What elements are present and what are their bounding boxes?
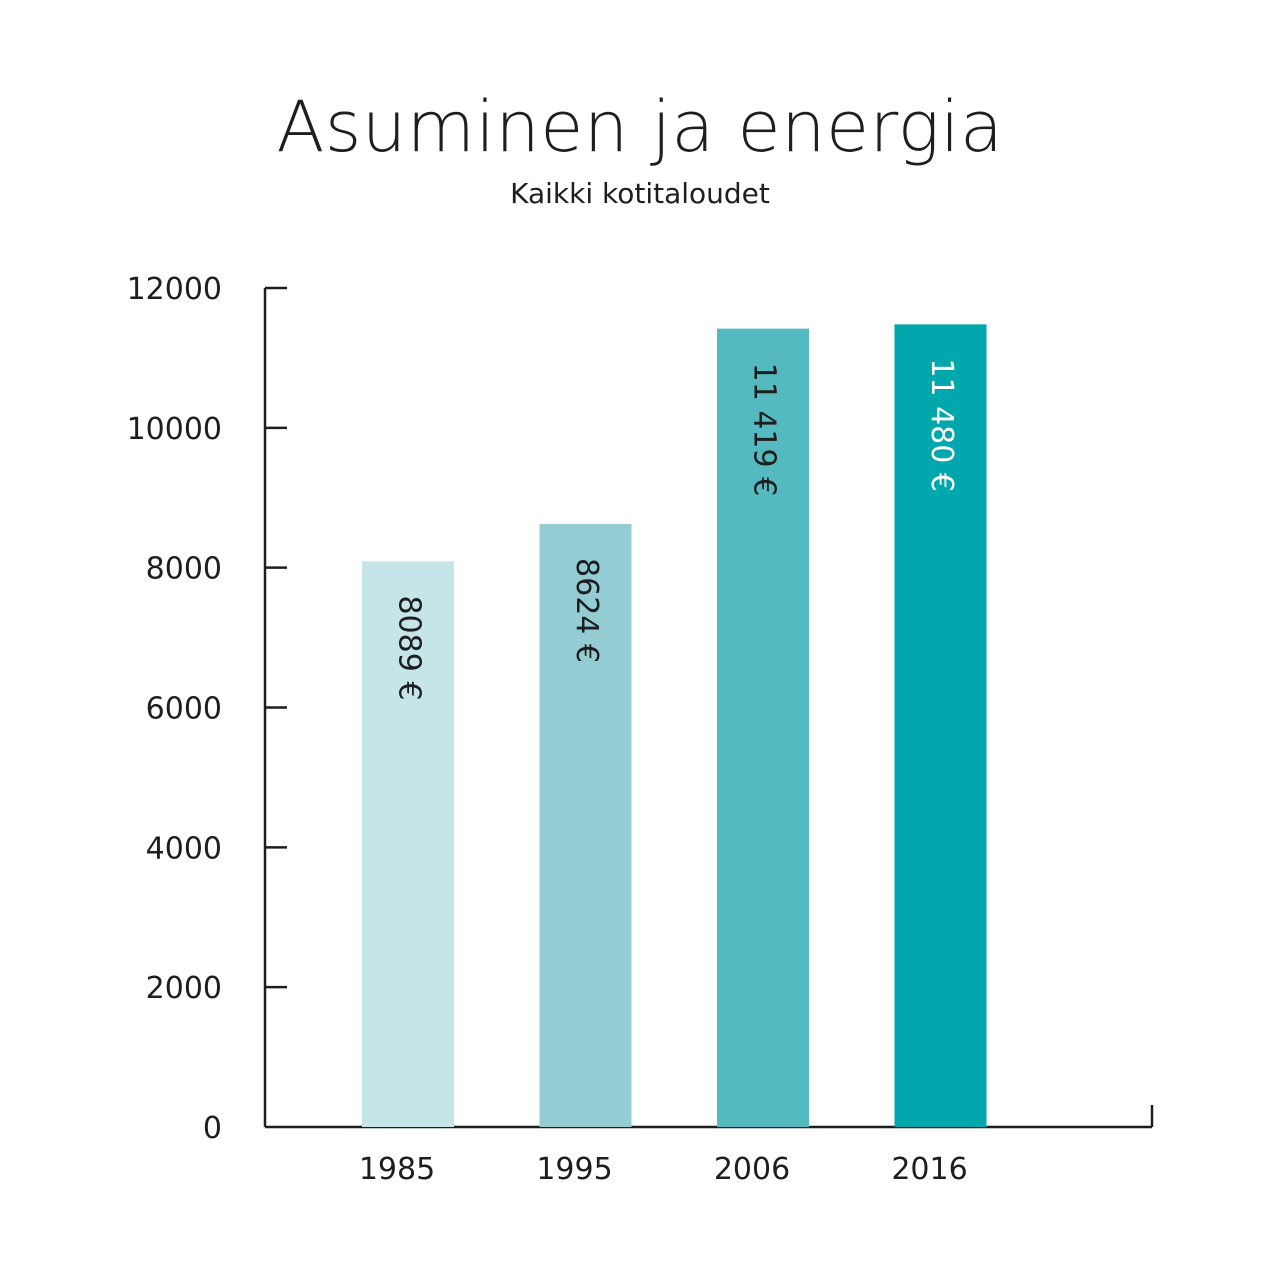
chart-subtitle: Kaikki kotitaloudet xyxy=(510,177,770,210)
y-tick-label: 10000 xyxy=(127,412,222,447)
y-tick-label: 2000 xyxy=(146,971,222,1006)
y-ticks: 0 2000 4000 6000 8000 10000 12000 xyxy=(127,272,287,1146)
data-label-1995: 8624 € xyxy=(569,558,604,663)
y-tick-label: 8000 xyxy=(146,552,222,587)
y-tick-label: 12000 xyxy=(127,272,222,307)
x-category-label: 2006 xyxy=(714,1152,790,1187)
bar-2016 xyxy=(894,324,987,1127)
bars: 8089 € 8624 € 11 419 € 11 480 € xyxy=(362,324,987,1127)
x-category-label: 2016 xyxy=(891,1152,967,1187)
bar-2006 xyxy=(717,328,809,1127)
y-tick-label: 0 xyxy=(203,1111,222,1146)
data-label-2016: 11 480 € xyxy=(924,358,959,492)
chart-title: Asuminen ja energia xyxy=(276,86,1004,168)
x-categories: 1985 1995 2006 2016 xyxy=(359,1152,968,1187)
x-category-label: 1985 xyxy=(359,1152,435,1187)
x-category-label: 1995 xyxy=(536,1152,612,1187)
data-label-2006: 11 419 € xyxy=(747,363,782,497)
data-label-1985: 8089 € xyxy=(392,595,427,700)
bar-1995 xyxy=(539,524,632,1127)
bar-1985 xyxy=(362,561,454,1127)
y-tick-label: 4000 xyxy=(146,831,222,866)
y-tick-label: 6000 xyxy=(146,692,222,727)
